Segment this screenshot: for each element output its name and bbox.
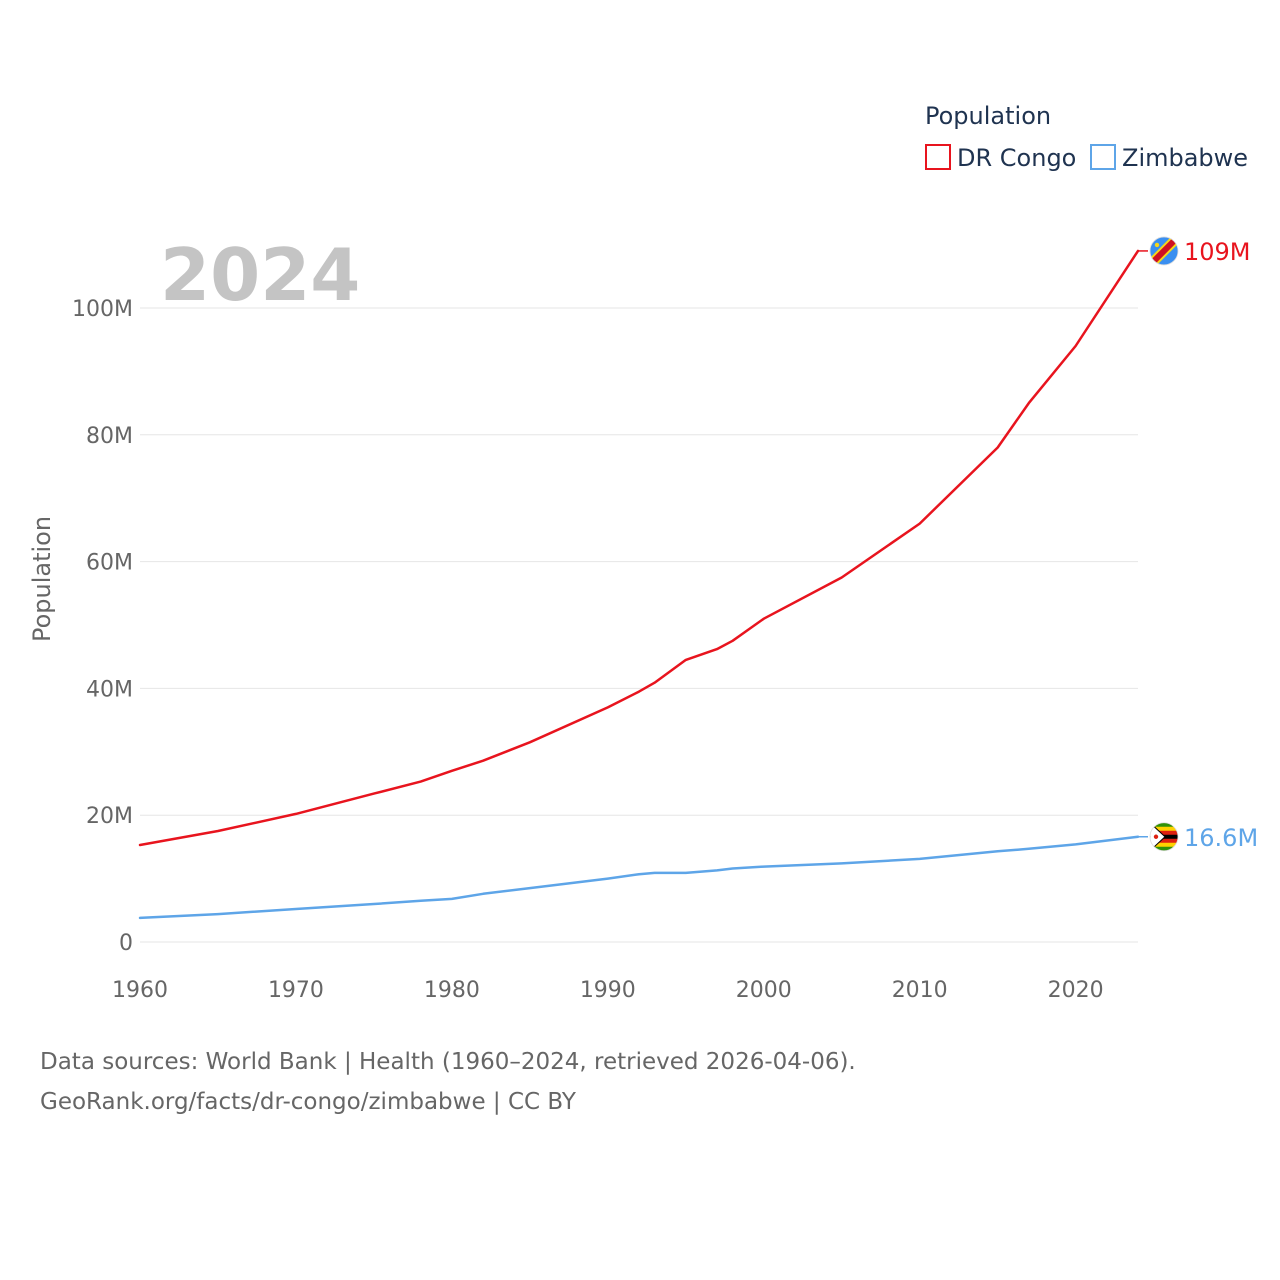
x-tick-1: 1970 <box>268 978 324 1003</box>
source-line-2: GeoRank.org/facts/dr-congo/zimbabwe | CC… <box>40 1089 576 1115</box>
end-label-dr-congo: 109M <box>1184 238 1251 266</box>
series-end-labels: 109M 16.6M <box>1138 236 1258 852</box>
legend-swatch-dr-congo[interactable] <box>925 144 951 170</box>
source-notes: Data sources: World Bank | Health (1960–… <box>40 1042 856 1122</box>
y-tick-4: 80M <box>86 424 133 449</box>
y-axis-ticks: 0 20M 40M 60M 80M 100M <box>72 297 133 956</box>
end-label-zimbabwe: 16.6M <box>1184 824 1258 852</box>
legend-title: Population <box>925 102 1051 130</box>
y-axis-label: Population <box>28 516 56 642</box>
x-tick-5: 2010 <box>892 978 948 1003</box>
y-tick-2: 40M <box>86 677 133 702</box>
legend: Population DR Congo Zimbabwe <box>925 102 1248 172</box>
series-line-zimbabwe[interactable] <box>138 835 1140 920</box>
y-tick-1: 20M <box>86 804 133 829</box>
y-tick-5: 100M <box>72 297 133 322</box>
x-tick-6: 2020 <box>1048 978 1104 1003</box>
dr-congo-flag-icon <box>1149 236 1179 266</box>
grid-layer <box>140 307 1138 943</box>
zimbabwe-flag-icon <box>1149 822 1179 852</box>
legend-label-zimbabwe[interactable]: Zimbabwe <box>1122 144 1248 172</box>
series-line-dr-congo[interactable] <box>138 249 1140 847</box>
legend-label-dr-congo[interactable]: DR Congo <box>957 144 1076 172</box>
x-tick-3: 1990 <box>580 978 636 1003</box>
x-axis-ticks: 1960 1970 1980 1990 2000 2010 2020 <box>112 978 1104 1003</box>
x-tick-2: 1980 <box>424 978 480 1003</box>
legend-swatch-zimbabwe[interactable] <box>1090 144 1116 170</box>
y-tick-0: 0 <box>119 931 133 956</box>
x-tick-4: 2000 <box>736 978 792 1003</box>
y-tick-3: 60M <box>86 551 133 576</box>
x-tick-0: 1960 <box>112 978 168 1003</box>
series-lines <box>138 249 1140 920</box>
source-line-1: Data sources: World Bank | Health (1960–… <box>40 1049 856 1075</box>
year-label: 2024 <box>160 233 360 317</box>
